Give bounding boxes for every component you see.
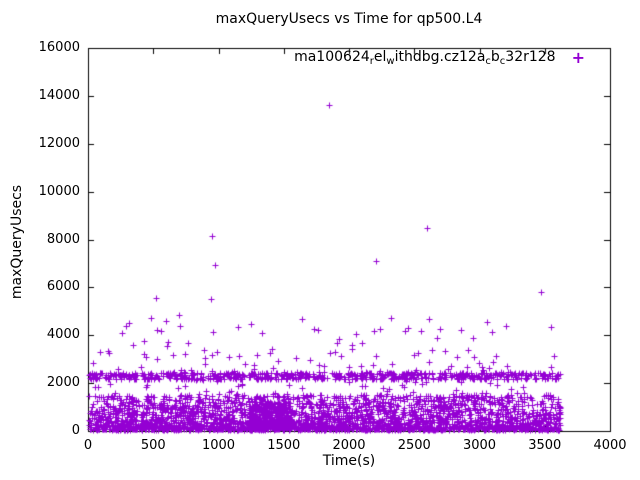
x-tick-label: 0: [83, 438, 93, 453]
legend-label-subscript: c: [485, 56, 491, 67]
y-tick-label: 6000: [46, 279, 80, 295]
x-axis-label: Time(s): [322, 453, 376, 469]
y-tick-label: 16000: [38, 40, 80, 55]
x-tick-label: 4000: [593, 438, 627, 453]
legend-label-text: ma100624: [294, 49, 370, 65]
y-tick-label: 12000: [38, 135, 80, 151]
y-tick-label: 8000: [46, 231, 80, 247]
y-tick-label: 4000: [46, 327, 80, 343]
x-tick-label: 1500: [267, 438, 301, 453]
legend-label-text: 32r128: [505, 49, 556, 65]
legend-label-subscript: w: [386, 56, 395, 67]
y-tick-label: 10000: [38, 183, 80, 199]
x-tick-label: 3500: [528, 438, 562, 453]
legend: ma100624relwithdbg.cz12acbc32r128 +: [294, 47, 585, 68]
legend-label-text: b: [490, 49, 500, 65]
x-tick-label: 2000: [332, 438, 366, 453]
x-tick-label: 1000: [201, 438, 236, 453]
plus-marker-icon: +: [571, 47, 585, 67]
chart-title: maxQueryUsecs vs Time for qp500.L4: [215, 11, 483, 27]
legend-label-text: ithdbg.cz12a: [394, 49, 486, 65]
legend-label-text: el: [373, 49, 387, 65]
y-tick-label: 0: [71, 423, 80, 438]
x-tick-label: 500: [140, 438, 166, 453]
legend-label-subscript: c: [499, 56, 506, 67]
legend-label: ma100624relwithdbg.cz12acbc32r128: [294, 49, 556, 67]
x-tick-label: 3000: [462, 438, 497, 453]
y-tick-label: 14000: [38, 87, 80, 103]
x-tick-label: 2500: [397, 438, 431, 453]
legend-label-subscript: r: [369, 56, 374, 67]
y-tick-label: 2000: [46, 375, 80, 391]
